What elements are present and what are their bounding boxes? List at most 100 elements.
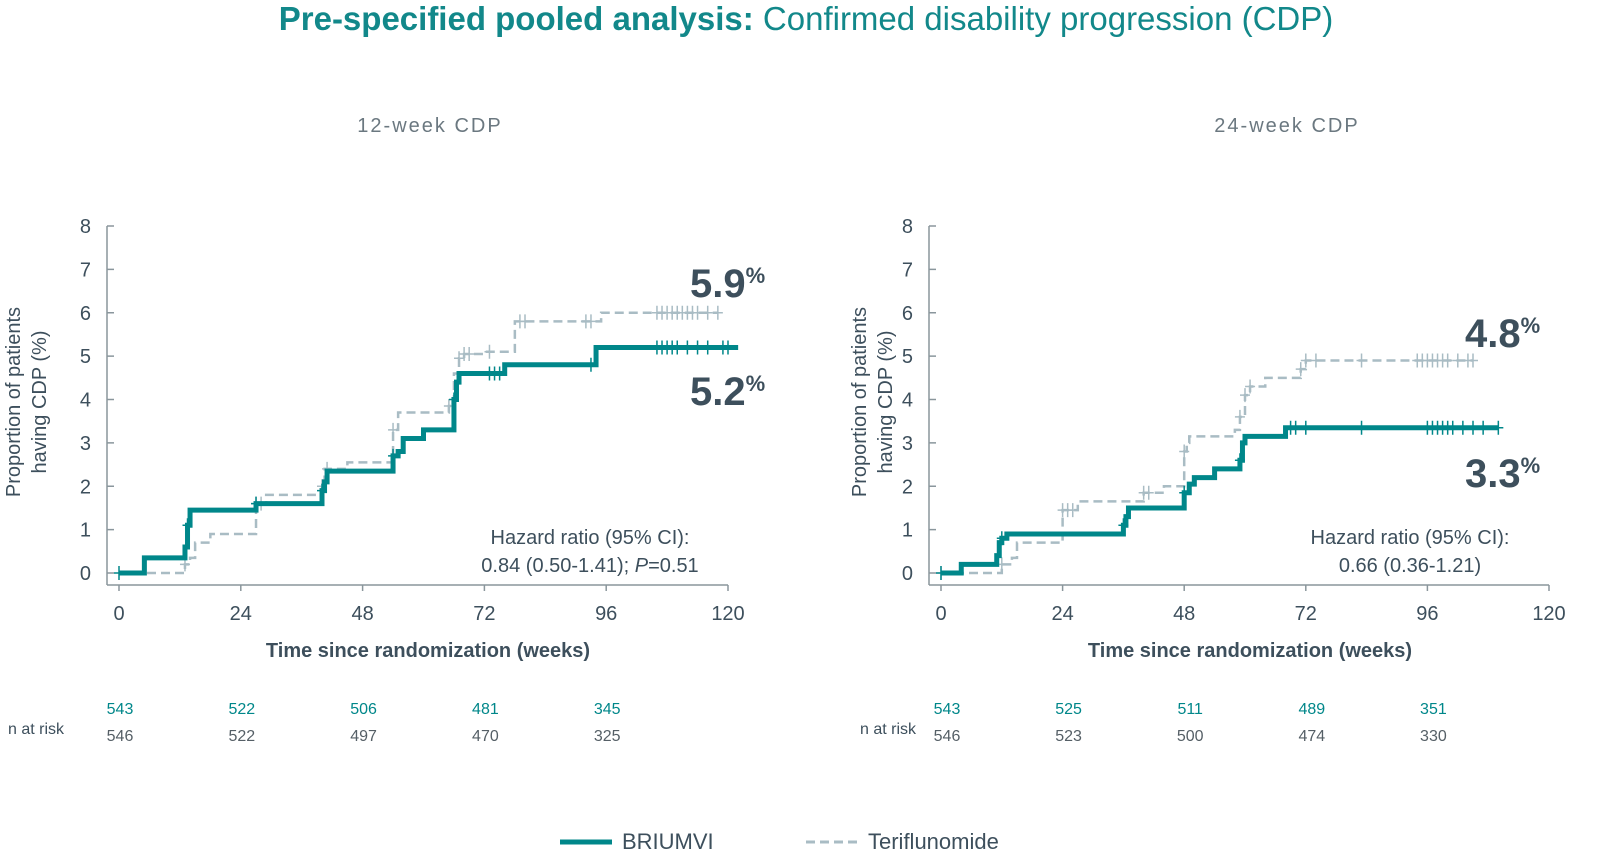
teriflunomide-curve — [119, 311, 718, 575]
n-at-risk-teriflunomide: 330 — [1420, 728, 1447, 745]
hazard-ratio-line2: 0.84 (0.50-1.41); P=0.51 — [481, 555, 698, 577]
y-tick-label: 6 — [80, 303, 91, 325]
briumvi-censor-mark — [317, 483, 327, 498]
briumvi-censor-mark — [1118, 518, 1129, 533]
n-at-risk-teriflunomide: 522 — [228, 728, 255, 745]
briumvi-censor-mark — [1468, 420, 1478, 435]
teriflunomide-censor-mark — [1310, 353, 1321, 368]
x-tick-label: 96 — [595, 603, 617, 625]
teriflunomide-censor-mark — [1245, 379, 1256, 394]
n-at-risk-briumvi: 543 — [107, 701, 134, 718]
briumvi-final-value: 5.2% — [690, 370, 765, 414]
panel-12-week: 12-week CDP Proportion of patients having… — [3, 115, 765, 745]
teriflunomide-censor-mark — [1234, 409, 1245, 424]
briumvi-censor-mark — [692, 340, 703, 355]
x-tick-label: 96 — [1416, 603, 1438, 625]
briumvi-censor-mark — [936, 566, 946, 580]
briumvi-censor-mark — [114, 566, 124, 580]
teriflunomide-censor-mark — [1143, 485, 1154, 500]
teriflunomide-censor-mark — [1240, 388, 1250, 403]
x-tick-label: 48 — [351, 603, 373, 625]
x-tick-label: 24 — [1051, 603, 1073, 625]
y-tick-label: 0 — [80, 563, 91, 585]
teriflunomide-censor-mark — [712, 305, 723, 320]
hazard-ratio-line1: Hazard ratio (95% CI): — [491, 527, 690, 549]
briumvi-censor-mark — [723, 340, 733, 355]
y-tick-label: 1 — [80, 520, 91, 542]
y-tick-label: 2 — [80, 476, 91, 498]
x-tick-label: 120 — [1532, 603, 1565, 625]
briumvi-censor-mark — [1300, 420, 1311, 435]
briumvi-censor-mark — [1478, 420, 1489, 435]
n-at-risk-briumvi: 481 — [472, 701, 499, 718]
teriflunomide-censor-mark — [1442, 353, 1453, 368]
teriflunomide-censor-mark — [1179, 444, 1190, 459]
panel-24-week: 24-week CDP Proportion of patients having… — [849, 115, 1566, 745]
briumvi-censor-mark — [1493, 420, 1504, 435]
briumvi-censor-mark — [672, 340, 683, 355]
teriflunomide-censor-mark — [1356, 353, 1367, 368]
briumvi-censor-mark — [996, 531, 1007, 546]
n-at-risk-label: n at risk — [8, 721, 65, 738]
teriflunomide-censor-mark — [454, 351, 465, 366]
teriflunomide-censor-mark — [1300, 353, 1311, 368]
y-tick-label: 5 — [80, 346, 91, 368]
x-tick-label: 72 — [1295, 603, 1317, 625]
x-tick-label: 120 — [711, 603, 744, 625]
y-tick-label: 5 — [902, 346, 913, 368]
panel-subtitle: 12-week CDP — [357, 115, 502, 137]
y-axis-label: Proportion of patients having CDP (%) — [849, 307, 897, 497]
briumvi-censor-mark — [1290, 420, 1301, 435]
briumvi-censor-mark — [682, 340, 693, 355]
briumvi-censor-mark — [1179, 485, 1190, 500]
n-at-risk-briumvi: 345 — [594, 701, 621, 718]
legend-label-briumvi: BRIUMVI — [622, 829, 714, 854]
y-tick-label: 7 — [80, 259, 91, 281]
n-at-risk-teriflunomide: 500 — [1177, 728, 1204, 745]
n-at-risk-briumvi: 511 — [1177, 701, 1203, 718]
hazard-ratio-line2: 0.66 (0.36-1.21) — [1339, 555, 1481, 577]
teriflunomide-censor-mark — [692, 305, 703, 320]
x-tick-label: 48 — [1173, 603, 1195, 625]
y-tick-label: 2 — [902, 476, 913, 498]
briumvi-censor-mark — [1356, 420, 1367, 435]
teriflunomide-final-value: 4.8% — [1465, 312, 1540, 356]
n-at-risk-teriflunomide: 497 — [350, 728, 377, 745]
figure-title: Pre-specified pooled analysis: Confirmed… — [279, 0, 1334, 37]
x-tick-label: 24 — [230, 603, 252, 625]
title-bold: Pre-specified pooled analysis: — [279, 0, 754, 37]
y-tick-label: 4 — [80, 390, 91, 412]
n-at-risk-teriflunomide: 474 — [1298, 728, 1325, 745]
y-tick-label: 8 — [902, 216, 913, 238]
briumvi-curve — [941, 425, 1499, 576]
n-at-risk-teriflunomide: 546 — [107, 728, 134, 745]
teriflunomide-censor-mark — [388, 422, 399, 437]
briumvi-censor-mark — [702, 340, 713, 355]
n-at-risk-teriflunomide: 523 — [1055, 728, 1082, 745]
teriflunomide-censor-mark — [1295, 362, 1306, 377]
x-tick-label: 0 — [113, 603, 124, 625]
legend: BRIUMVI Teriflunomide — [560, 829, 999, 854]
teriflunomide-censor-mark — [484, 344, 495, 359]
briumvi-censor-mark — [448, 392, 459, 407]
y-tick-label: 4 — [902, 390, 913, 412]
x-axis-label: Time since randomization (weeks) — [1088, 640, 1412, 662]
hazard-ratio-line1: Hazard ratio (95% CI): — [1311, 527, 1510, 549]
teriflunomide-final-value: 5.9% — [690, 262, 765, 306]
n-at-risk-briumvi: 506 — [350, 701, 377, 718]
briumvi-censor-mark — [585, 357, 596, 372]
n-at-risk-briumvi: 522 — [228, 701, 255, 718]
y-axis-label: Proportion of patients having CDP (%) — [3, 307, 51, 497]
n-at-risk-teriflunomide: 325 — [594, 728, 621, 745]
briumvi-censor-mark — [182, 518, 193, 533]
n-at-risk-teriflunomide: 546 — [934, 728, 961, 745]
y-tick-label: 3 — [902, 433, 913, 455]
panel-subtitle: 24-week CDP — [1214, 115, 1359, 137]
briumvi-censor-mark — [1447, 420, 1458, 435]
n-at-risk-briumvi: 543 — [934, 701, 961, 718]
briumvi-censor-mark — [1457, 420, 1468, 435]
n-at-risk-briumvi: 525 — [1055, 701, 1082, 718]
teriflunomide-censor-mark — [520, 314, 530, 329]
y-tick-label: 6 — [902, 303, 913, 325]
y-tick-label: 1 — [902, 520, 913, 542]
